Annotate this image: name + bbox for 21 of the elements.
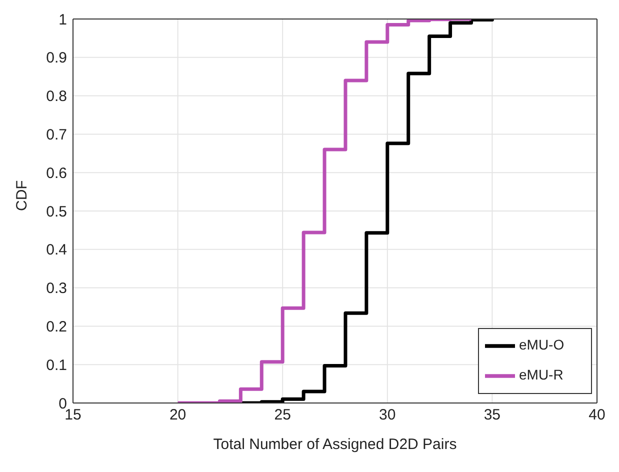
y-tick-label: 0.5: [46, 203, 67, 220]
y-tick-label: 0.3: [46, 280, 67, 298]
y-tick-label: 0.4: [46, 242, 67, 259]
y-tick-label: 0: [58, 395, 67, 412]
legend-label: eMU-R: [519, 366, 564, 383]
x-tick-label: 35: [484, 406, 501, 424]
x-tick-label: 40: [588, 406, 606, 424]
y-tick-label: 0.7: [46, 126, 67, 144]
y-tick-label: 0.1: [46, 356, 67, 374]
x-axis-title: Total Number of Assigned D2D Pairs: [213, 436, 457, 453]
y-tick-label: 0.8: [46, 88, 67, 106]
y-tick-label: 0.9: [46, 50, 67, 67]
x-tick-label: 20: [169, 406, 186, 424]
x-tick-label: 15: [64, 406, 82, 424]
y-tick-label: 0.2: [46, 318, 67, 336]
x-tick-label: 30: [379, 406, 396, 424]
y-tick-label: 1: [58, 11, 67, 28]
y-axis-title: CDF: [13, 180, 30, 211]
legend-label: eMU-O: [519, 336, 564, 353]
x-tick-label: 25: [274, 406, 291, 424]
y-tick-label: 0.6: [46, 164, 67, 182]
